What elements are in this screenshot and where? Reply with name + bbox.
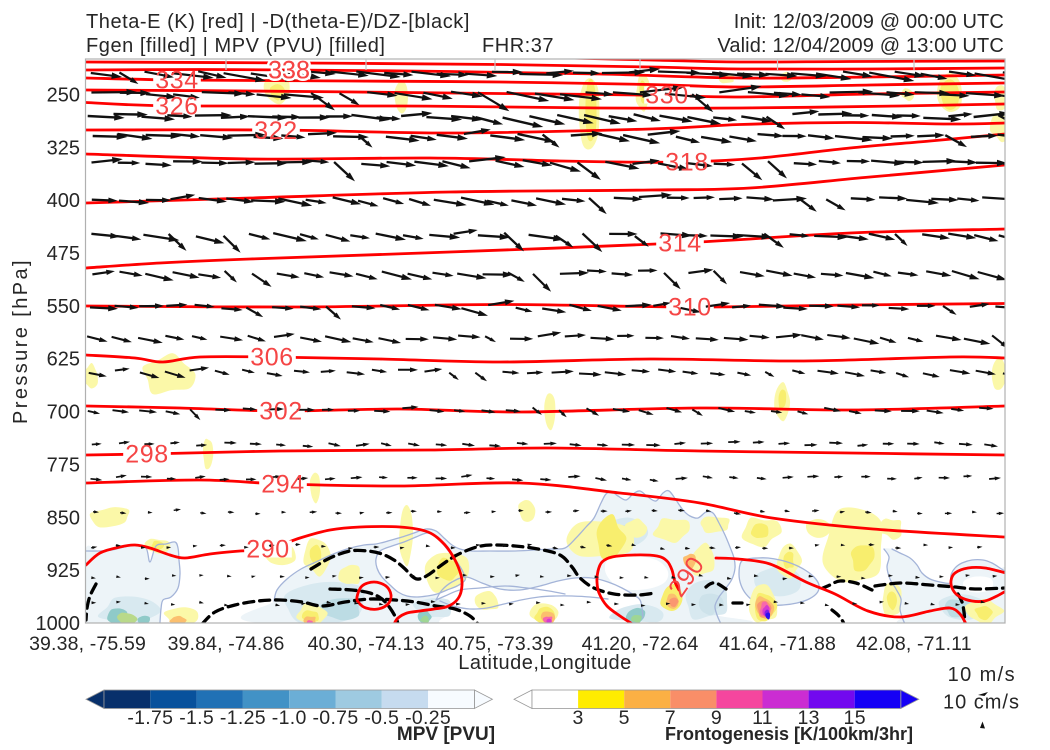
svg-text:-1.0: -1.0 — [272, 707, 307, 729]
svg-text:302: 302 — [259, 398, 303, 426]
svg-text:Valid: 12/04/2009 @ 13:00 UTC: Valid: 12/04/2009 @ 13:00 UTC — [717, 35, 1004, 57]
svg-text:314: 314 — [658, 230, 702, 258]
svg-text:3: 3 — [573, 707, 584, 729]
svg-text:42.08, -71.11: 42.08, -71.11 — [856, 633, 971, 655]
svg-text:41.20, -72.64: 41.20, -72.64 — [582, 633, 699, 655]
svg-text:11: 11 — [752, 707, 773, 729]
svg-text:FHR:37: FHR:37 — [482, 35, 554, 57]
svg-text:326: 326 — [155, 93, 199, 121]
svg-text:Theta-E (K) [red] | -D(theta-E: Theta-E (K) [red] | -D(theta-E)/DZ-[blac… — [86, 11, 470, 33]
svg-text:-1.5: -1.5 — [179, 707, 214, 729]
svg-text:41.64, -71.88: 41.64, -71.88 — [719, 633, 836, 655]
svg-text:290: 290 — [246, 536, 290, 564]
svg-text:338: 338 — [268, 57, 310, 85]
svg-text:1000: 1000 — [36, 613, 81, 635]
svg-text:9: 9 — [711, 707, 722, 729]
svg-text:Init: 12/03/2009 @ 00:00 UTC: Init: 12/03/2009 @ 00:00 UTC — [734, 11, 1004, 33]
svg-text:Frontogenesis [K/100km/3hr]: Frontogenesis [K/100km/3hr] — [665, 724, 913, 744]
svg-text:15: 15 — [844, 707, 866, 729]
svg-text:-0.5: -0.5 — [364, 707, 399, 729]
svg-text:310: 310 — [668, 294, 712, 322]
svg-text:400: 400 — [47, 190, 80, 212]
svg-text:Latitude,Longitude: Latitude,Longitude — [458, 652, 632, 674]
svg-text:322: 322 — [254, 117, 298, 145]
svg-text:10 m/s: 10 m/s — [948, 664, 1016, 686]
svg-text:334: 334 — [155, 67, 199, 95]
svg-text:MPV [PVU]: MPV [PVU] — [397, 724, 495, 745]
svg-text:-0.25: -0.25 — [405, 707, 451, 729]
svg-text:13: 13 — [797, 707, 819, 729]
svg-text:40.75, -73.39: 40.75, -73.39 — [437, 633, 554, 655]
svg-text:925: 925 — [47, 560, 80, 582]
svg-text:850: 850 — [47, 507, 80, 529]
svg-text:7: 7 — [665, 707, 676, 729]
svg-text:306: 306 — [250, 344, 294, 372]
svg-text:-1.25: -1.25 — [220, 707, 266, 729]
svg-text:5: 5 — [619, 707, 630, 729]
svg-text:775: 775 — [47, 454, 80, 476]
svg-text:294: 294 — [261, 471, 305, 499]
svg-text:39.84, -74.86: 39.84, -74.86 — [168, 633, 285, 655]
svg-text:39.38, -75.59: 39.38, -75.59 — [29, 633, 146, 655]
svg-text:-0.75: -0.75 — [313, 707, 359, 729]
svg-text:40.30, -74.13: 40.30, -74.13 — [308, 633, 425, 655]
svg-text:700: 700 — [47, 402, 80, 424]
svg-text:338: 338 — [268, 57, 310, 85]
svg-text:298: 298 — [125, 441, 169, 469]
svg-text:325: 325 — [47, 137, 80, 159]
svg-text:250: 250 — [47, 85, 80, 107]
svg-text:10 cm/s: 10 cm/s — [943, 692, 1020, 714]
svg-text:550: 550 — [47, 296, 80, 318]
svg-text:318: 318 — [665, 149, 709, 177]
svg-text:625: 625 — [47, 349, 80, 371]
svg-text:Pressure [hPa]: Pressure [hPa] — [10, 258, 32, 424]
svg-text:475: 475 — [47, 243, 80, 265]
svg-text:330: 330 — [645, 82, 689, 110]
svg-text:-1.75: -1.75 — [127, 707, 173, 729]
svg-text:Fgen [filled] | MPV (PVU) [fil: Fgen [filled] | MPV (PVU) [filled] — [86, 35, 386, 57]
